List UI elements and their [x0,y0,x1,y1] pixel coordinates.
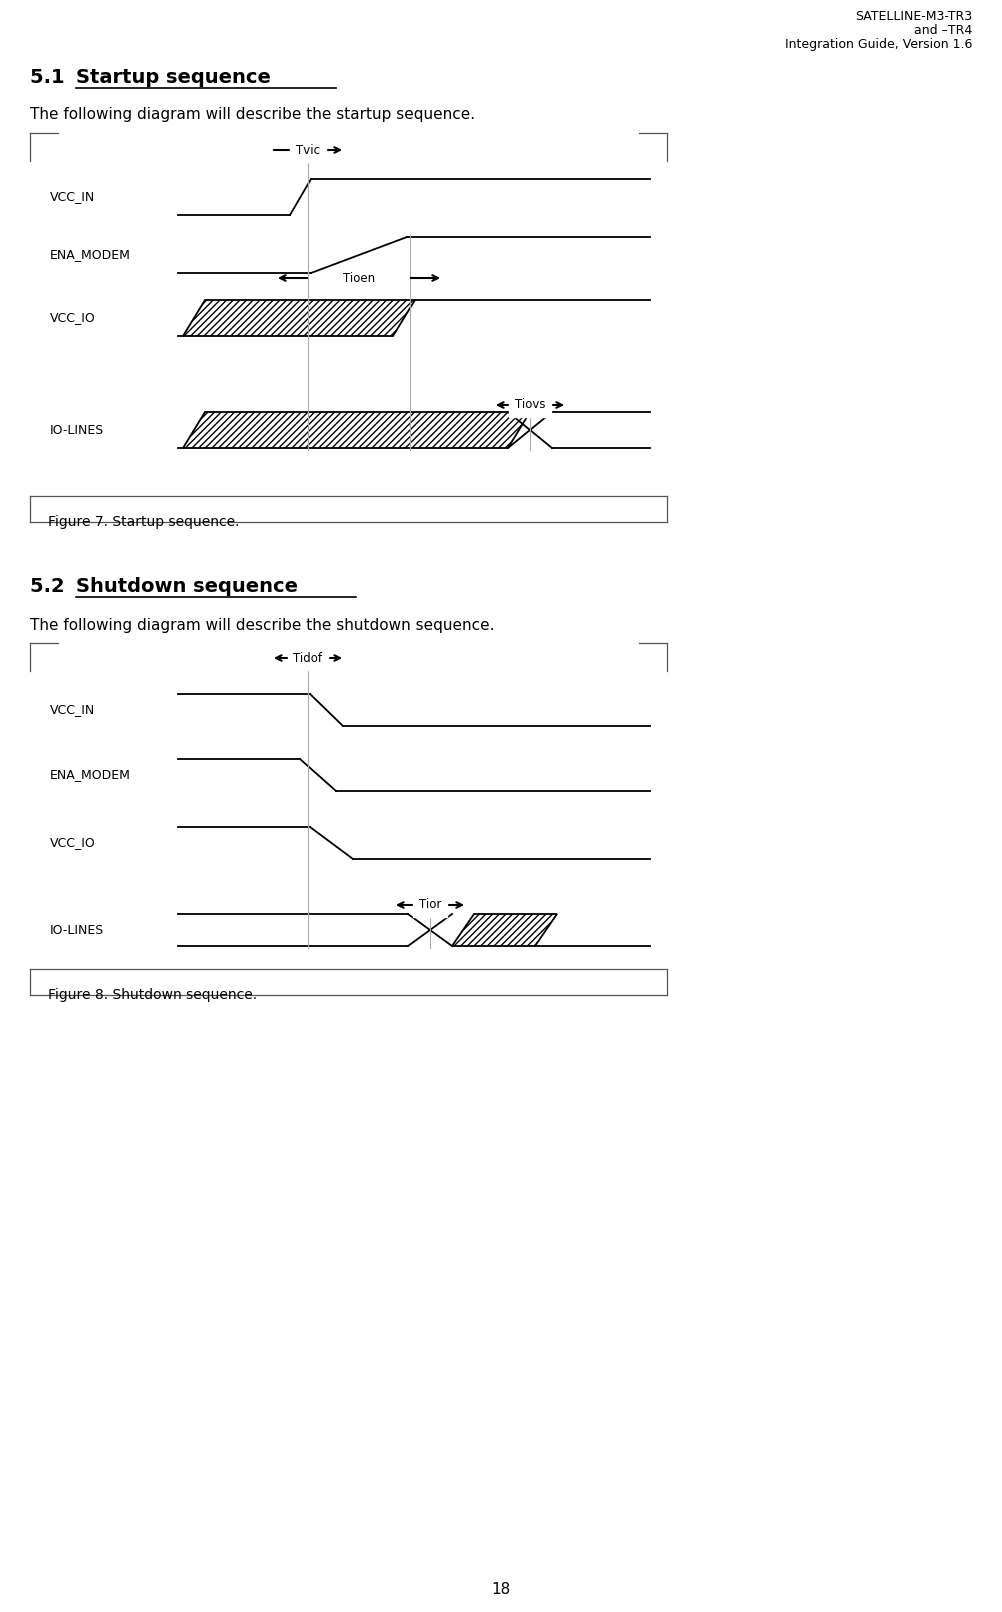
Text: VCC_IN: VCC_IN [50,703,95,716]
Text: The following diagram will describe the startup sequence.: The following diagram will describe the … [30,106,475,123]
Text: 5.2: 5.2 [30,577,78,596]
Text: The following diagram will describe the shutdown sequence.: The following diagram will describe the … [30,617,494,634]
Text: Shutdown sequence: Shutdown sequence [76,577,298,596]
Polygon shape [452,914,556,946]
Text: and –TR4: and –TR4 [913,24,971,37]
Text: Startup sequence: Startup sequence [76,68,271,87]
Text: Tior: Tior [419,898,441,911]
Text: Figure 8. Shutdown sequence.: Figure 8. Shutdown sequence. [48,988,257,1003]
Polygon shape [182,413,529,448]
Text: IO-LINES: IO-LINES [50,424,104,437]
Text: Tvic: Tvic [296,143,320,156]
Text: VCC_IO: VCC_IO [50,311,95,324]
Text: Tidof: Tidof [294,651,323,664]
Polygon shape [182,300,415,335]
Text: SATELLINE-M3-TR3: SATELLINE-M3-TR3 [854,10,971,23]
Text: ENA_MODEM: ENA_MODEM [50,248,130,261]
Text: Tiovs: Tiovs [514,398,545,411]
Text: ENA_MODEM: ENA_MODEM [50,769,130,782]
Text: Tioen: Tioen [343,271,375,284]
Text: IO-LINES: IO-LINES [50,924,104,937]
Text: VCC_IO: VCC_IO [50,837,95,850]
Text: 18: 18 [491,1581,510,1597]
Text: Integration Guide, Version 1.6: Integration Guide, Version 1.6 [784,39,971,52]
Text: 5.1: 5.1 [30,68,78,87]
Text: Figure 7. Startup sequence.: Figure 7. Startup sequence. [48,514,239,529]
Text: VCC_IN: VCC_IN [50,190,95,203]
